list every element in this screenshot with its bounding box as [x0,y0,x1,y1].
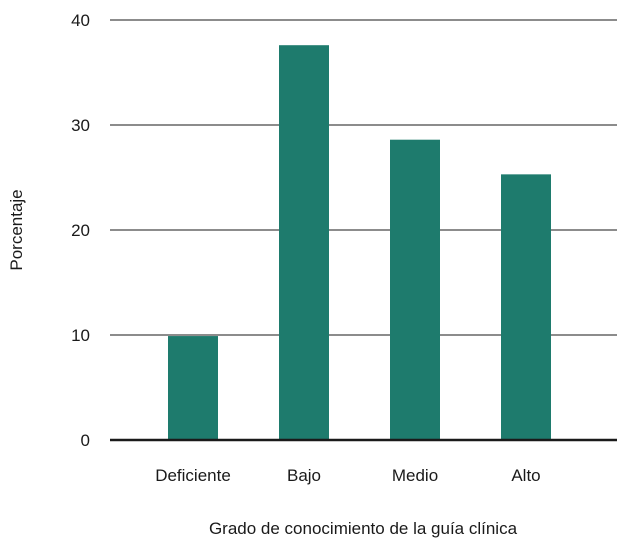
y-tick-labels: 0 10 20 30 40 [71,11,90,450]
y-tick-label: 0 [81,431,90,450]
x-tick-label: Deficiente [155,466,231,485]
y-tick-label: 30 [71,116,90,135]
bar-deficiente [168,336,218,440]
bar-alto [501,174,551,440]
y-tick-label: 20 [71,221,90,240]
bars [168,45,551,440]
x-tick-label: Bajo [287,466,321,485]
y-tick-label: 10 [71,326,90,345]
x-tick-labels: Deficiente Bajo Medio Alto [155,466,540,485]
x-axis-title: Grado de conocimiento de la guía clínica [209,519,518,538]
y-tick-label: 40 [71,11,90,30]
bar-medio [390,139,440,440]
bar-bajo [279,45,329,440]
x-tick-label: Alto [511,466,540,485]
x-tick-label: Medio [392,466,438,485]
y-axis-title: Porcentaje [7,189,26,270]
